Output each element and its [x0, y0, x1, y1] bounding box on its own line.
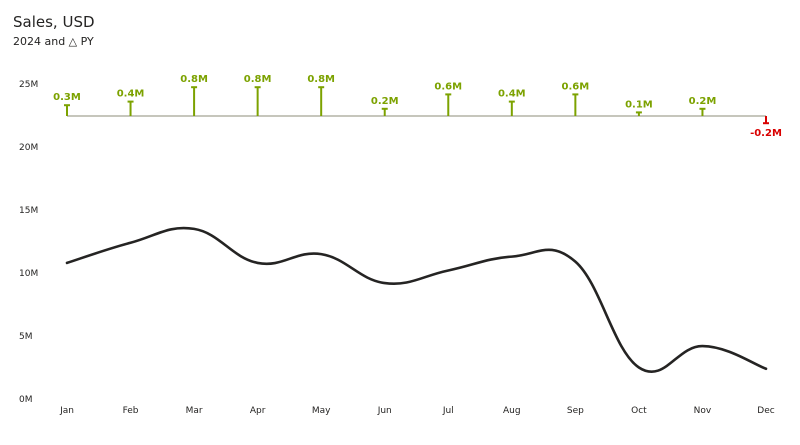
x-tick-label: Nov — [694, 406, 712, 416]
y-tick-label: 10M — [19, 269, 38, 279]
delta-data-label: 0.8M — [307, 74, 335, 85]
sales-series — [65, 226, 768, 374]
x-tick-label: May — [312, 406, 331, 416]
x-tick-label: Mar — [186, 406, 203, 416]
delta-data-label: 0.8M — [180, 74, 208, 85]
x-tick-label: Dec — [757, 406, 774, 416]
delta-data-label: 0.6M — [434, 81, 462, 92]
x-tick-label: Aug — [503, 406, 521, 416]
x-tick-label: Jul — [442, 406, 454, 416]
y-tick-label: 25M — [19, 80, 38, 90]
sales-line — [65, 226, 768, 374]
x-tick-label: Sep — [567, 406, 584, 416]
chart-subtitle: 2024 and △ PY — [13, 35, 94, 48]
delta-py-bars: 0.3M 0.4M 0.8M 0.8M 0.8M 0.2M 0.6M 0.4M 0.6M 0.1M… — [53, 74, 782, 139]
delta-data-label: 0.4M — [117, 89, 145, 100]
delta-data-label: 0.6M — [562, 81, 590, 92]
y-tick-label: 5M — [19, 332, 33, 342]
x-tick-label: Jan — [59, 406, 74, 416]
x-tick-label: Oct — [631, 406, 647, 416]
delta-data-label: -0.2M — [750, 128, 782, 139]
x-axis: Jan Feb Mar Apr May Jun Jul Aug Sep Oct Nov Dec — [59, 406, 775, 416]
x-tick-label: Feb — [123, 406, 139, 416]
x-tick-label: Jun — [377, 406, 392, 416]
y-tick-label: 20M — [19, 143, 38, 153]
delta-data-label: 0.8M — [244, 74, 272, 85]
delta-data-label: 0.2M — [371, 96, 399, 107]
x-tick-label: Apr — [250, 406, 266, 416]
y-tick-label: 15M — [19, 206, 38, 216]
chart-title: Sales, USD — [13, 13, 95, 31]
y-tick-label: 0M — [19, 395, 33, 405]
delta-data-label: 0.4M — [498, 89, 526, 100]
y-axis: 0M 5M 10M 15M 20M 25M — [19, 80, 38, 405]
delta-data-label: 0.2M — [689, 96, 717, 107]
delta-data-label: 0.3M — [53, 92, 81, 103]
delta-data-label: 0.1M — [625, 99, 653, 110]
